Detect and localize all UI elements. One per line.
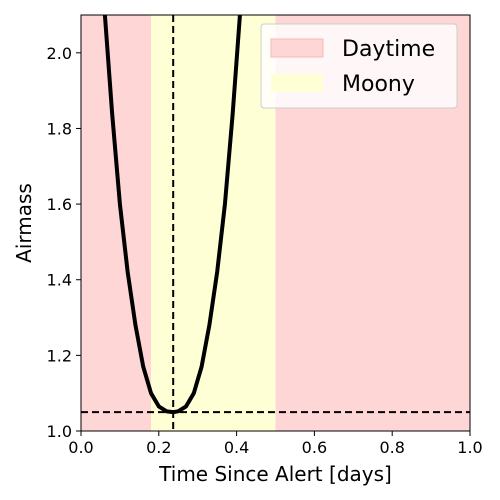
shaded-region-daytime-0 [81,15,152,431]
legend: Daytime Moony [260,23,458,109]
shaded-region-moony-1 [151,15,276,431]
y-tick-label: 1.2 [47,346,72,365]
y-tick-label: 1.4 [47,271,72,290]
x-tick-label: 0.8 [379,438,404,457]
x-tick-label: 0.6 [302,438,327,457]
series-lines [102,15,242,415]
x-tick-label: 0.0 [68,438,93,457]
y-tick-label: 1.6 [47,195,72,214]
y-tick-label: 1.8 [47,119,72,138]
legend-swatch-moony [271,74,323,92]
y-tick-label: 1.0 [47,422,72,441]
airmass-series-line [102,15,242,415]
plot-frame [80,14,471,432]
legend-label-moony: Moony [342,72,415,97]
reference-lines [81,15,470,431]
x-tick-label: 0.4 [224,438,249,457]
x-axis-label: Time Since Alert [days] [158,462,392,486]
x-tick-label: 0.2 [146,438,171,457]
y-axis-label: Airmass [12,183,36,263]
legend-label-daytime: Daytime [342,37,435,62]
x-tick-label: 1.0 [457,438,482,457]
legend-swatch-daytime [270,38,324,58]
x-axis-ticks: 0.0 0.2 0.4 0.6 0.8 1.0 [68,431,483,457]
y-axis-ticks: 1.0 1.2 1.4 1.6 1.8 2.0 [47,44,81,441]
y-tick-label: 2.0 [47,44,72,63]
